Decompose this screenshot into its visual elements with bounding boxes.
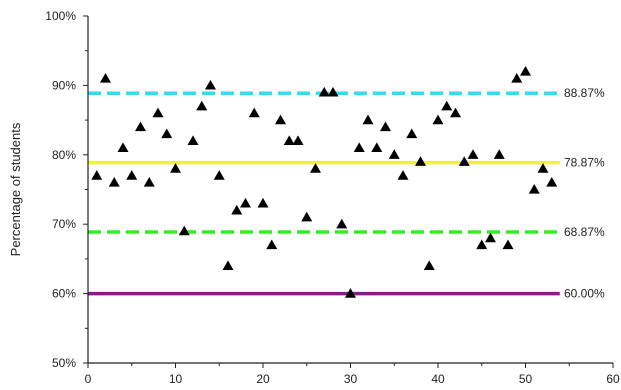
x-tick-label: 20	[256, 372, 270, 386]
data-point	[283, 135, 295, 146]
data-point	[178, 225, 190, 236]
labels: 88.87% 78.87% 68.87% 60.00%	[564, 86, 605, 300]
data-point	[231, 204, 243, 215]
reference-label-0: 88.87%	[564, 86, 605, 100]
data-point	[502, 239, 514, 250]
reference-label-2: 68.87%	[564, 225, 605, 239]
y-tick-label: 80%	[52, 148, 76, 162]
data-point	[126, 170, 138, 180]
data-point	[423, 260, 435, 270]
x-tick-label: 0	[85, 372, 92, 386]
data-point	[266, 239, 278, 250]
data-point	[520, 66, 531, 76]
data-point	[301, 211, 313, 222]
data-point	[187, 135, 199, 146]
data-point	[450, 107, 461, 118]
data-point	[441, 100, 453, 111]
data-point	[362, 114, 374, 125]
data-point	[537, 163, 549, 173]
data-point	[161, 128, 173, 139]
data-point	[458, 156, 470, 166]
data-point	[318, 86, 330, 97]
data-point	[397, 170, 409, 180]
data-point	[310, 163, 321, 173]
data-point	[222, 260, 234, 270]
data-point	[196, 100, 208, 111]
x-tick-label: 10	[169, 372, 183, 386]
x-tick-label: 40	[431, 372, 445, 386]
x-tick-label: 60	[606, 372, 620, 386]
y-tick-label: 60%	[52, 287, 76, 301]
data-point	[248, 107, 260, 118]
data-point	[135, 121, 146, 132]
data-point	[345, 288, 356, 298]
y-axis-title: Percentage of students	[8, 122, 23, 256]
data-points	[91, 66, 558, 298]
data-point	[406, 128, 418, 139]
data-point	[240, 197, 251, 208]
data-point	[143, 177, 155, 187]
data-point	[91, 170, 103, 180]
data-point	[476, 239, 488, 250]
data-point	[528, 184, 540, 194]
y-tick-label: 100%	[45, 9, 76, 23]
data-point	[292, 135, 304, 146]
x-tick-label: 30	[344, 372, 358, 386]
y-tick-label: 50%	[52, 356, 76, 370]
data-point	[205, 79, 216, 90]
data-point	[336, 218, 348, 229]
data-point	[100, 72, 111, 83]
y-tick-label: 90%	[52, 78, 76, 92]
x-tick-label: 50	[519, 372, 533, 386]
data-point	[432, 114, 444, 125]
data-point	[546, 177, 558, 187]
reference-label-3: 60.00%	[564, 287, 605, 301]
data-point	[467, 149, 479, 159]
data-point	[152, 107, 164, 118]
data-point	[257, 197, 269, 208]
reference-label-1: 78.87%	[564, 156, 605, 170]
data-point	[353, 142, 365, 152]
data-point	[493, 149, 505, 159]
data-point	[170, 163, 181, 173]
data-point	[380, 121, 391, 132]
data-point	[371, 142, 383, 152]
data-point	[485, 232, 496, 243]
data-point	[213, 170, 225, 180]
data-point	[117, 142, 129, 152]
data-point	[415, 156, 426, 166]
data-point	[275, 114, 286, 125]
data-point	[108, 177, 120, 187]
data-point	[327, 86, 339, 97]
ticks: 50% 60% 70% 80% 90% 100% 0 10 20 30 40 50 60	[45, 9, 620, 386]
y-tick-label: 70%	[52, 217, 76, 231]
data-point	[511, 72, 523, 83]
data-point	[388, 149, 400, 159]
